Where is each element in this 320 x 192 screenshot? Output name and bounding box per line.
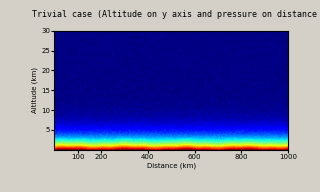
Text: Trivial case (Altitude on y axis and pressure on distance on x axis): Trivial case (Altitude on y axis and pre…	[32, 10, 320, 19]
X-axis label: Distance (km): Distance (km)	[147, 163, 196, 169]
Y-axis label: Altitude (km): Altitude (km)	[32, 67, 38, 113]
